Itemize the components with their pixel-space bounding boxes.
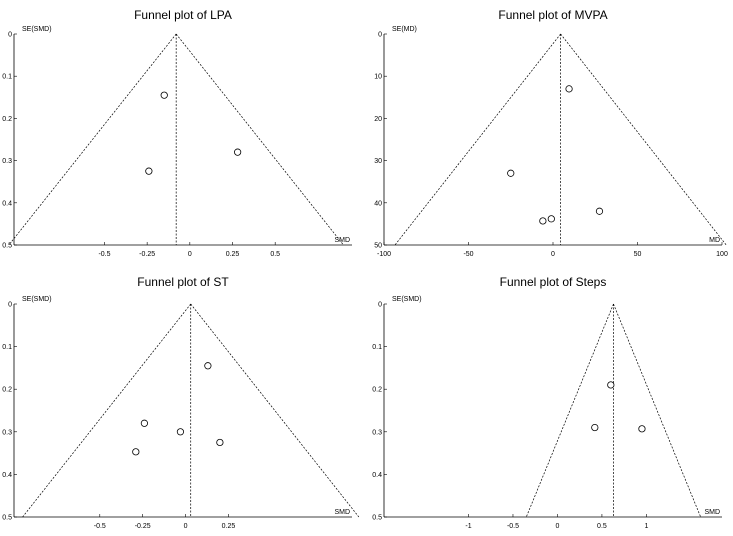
y-tick-label: 0.4 [2, 200, 12, 207]
funnel-panel-1: Funnel plot of LPA 0 0.1 0.2 0.3 0.4 0.5 -0.5 -0… [2, 8, 352, 258]
x-axis-label: SMD [334, 237, 350, 244]
x-axis-label: MD [709, 237, 720, 244]
x-tick-label: -50 [463, 251, 473, 258]
x-axis-label: SMD [334, 509, 350, 516]
y-tick-label: 0.2 [372, 387, 382, 394]
y-axis-label: SE(SMD) [22, 296, 52, 303]
y-tick-label: 40 [374, 200, 382, 207]
y-tick-label: 0.1 [2, 74, 12, 81]
y-tick-label: 0.3 [2, 158, 12, 165]
funnel-left-limit [22, 303, 191, 518]
x-tick-label: 0.5 [597, 523, 607, 530]
study-point [145, 167, 153, 175]
funnel-right-limit [613, 303, 701, 518]
chart-title: Funnel plot of MVPA [498, 8, 607, 22]
y-axis-label: SE(MD) [392, 26, 417, 33]
x-tick-label: -0.5 [98, 251, 110, 258]
study-point [565, 85, 573, 93]
study-point [539, 217, 547, 225]
study-point [547, 215, 555, 223]
x-tick-label: 0 [551, 251, 555, 258]
x-tick-label: 1 [644, 523, 648, 530]
y-tick-label: 0.2 [2, 116, 12, 123]
y-tick-label: 0.1 [372, 344, 382, 351]
study-point [607, 381, 615, 389]
y-axis-label: SE(SMD) [392, 296, 422, 303]
x-tick-label: 50 [634, 251, 642, 258]
y-tick-label: 0.5 [372, 515, 382, 522]
study-point [234, 148, 242, 156]
study-point [176, 428, 185, 436]
funnel-right-limit [175, 33, 344, 246]
x-axis-label: SMD [704, 509, 720, 516]
x-tick-label: 0.5 [270, 251, 280, 258]
x-tick-label: 0 [184, 523, 188, 530]
study-point [204, 362, 212, 370]
y-tick-label: 0.2 [2, 387, 12, 394]
y-tick-label: 0.4 [372, 472, 382, 479]
chart-title: Funnel plot of ST [137, 275, 229, 289]
x-tick-label: 0.25 [222, 523, 236, 530]
chart-title: Funnel plot of LPA [134, 8, 232, 22]
y-tick-label: 0 [378, 302, 382, 309]
funnel-panel-3: Funnel plot of ST 0 0.1 0.2 0.3 0.4 0.5 -0.5 -0.… [2, 275, 360, 530]
funnel-left-limit [394, 33, 561, 246]
y-tick-label: 0 [8, 302, 12, 309]
y-tick-label: 50 [374, 243, 382, 250]
study-point [140, 419, 148, 427]
y-tick-label: 30 [374, 158, 382, 165]
funnel-right-limit [190, 303, 360, 518]
study-point [595, 207, 604, 215]
y-tick-label: 20 [374, 116, 382, 123]
x-tick-label: -0.25 [135, 523, 151, 530]
y-axis-label: SE(SMD) [22, 26, 52, 33]
funnel-right-limit [560, 33, 727, 246]
chart-title: Funnel plot of Steps [500, 275, 607, 289]
x-tick-label: 0 [555, 523, 559, 530]
funnel-left-limit [8, 33, 177, 246]
y-tick-label: 0.5 [2, 515, 12, 522]
y-tick-label: 0.1 [2, 344, 12, 351]
study-point [216, 438, 224, 447]
y-tick-label: 0.5 [2, 243, 12, 250]
y-tick-label: 0.4 [2, 472, 12, 479]
x-tick-label: -0.5 [94, 523, 106, 530]
x-tick-label: 100 [716, 251, 728, 258]
funnel-panel-4: Funnel plot of Steps 0 0.1 0.2 0.3 0.4 0.5 -1 -0… [372, 275, 722, 530]
study-point [160, 91, 168, 99]
x-tick-label: 0 [188, 251, 192, 258]
x-tick-label: 0.25 [226, 251, 240, 258]
study-point [591, 423, 599, 432]
x-tick-label: -0.25 [139, 251, 155, 258]
study-point [638, 425, 646, 433]
y-tick-label: 0.3 [2, 429, 12, 436]
y-tick-label: 0.3 [372, 429, 382, 436]
y-tick-label: 0 [8, 32, 12, 39]
study-point [507, 169, 515, 177]
x-tick-label: -1 [465, 523, 471, 530]
x-tick-label: -0.5 [507, 523, 519, 530]
y-tick-label: 0 [378, 32, 382, 39]
y-tick-label: 10 [374, 74, 382, 81]
funnel-left-limit [525, 303, 614, 518]
x-tick-label: -100 [377, 251, 391, 258]
study-point [132, 448, 140, 456]
